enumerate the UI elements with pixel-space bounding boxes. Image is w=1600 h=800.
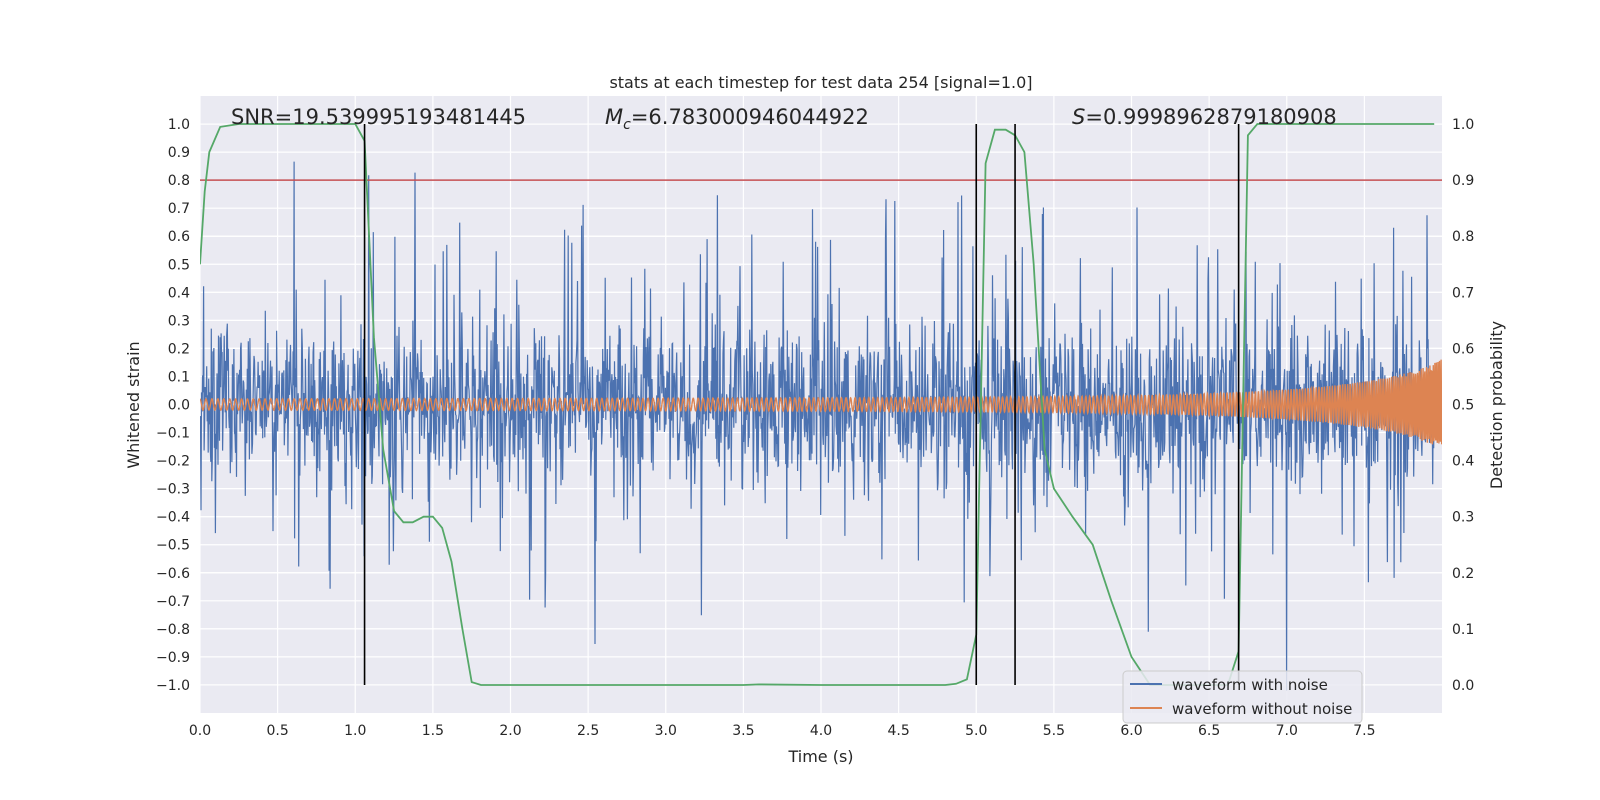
snr-annotation: SNR=19.539995193481445 xyxy=(231,105,526,129)
y-left-tick-label: 0.2 xyxy=(168,341,190,357)
x-tick-label: 6.5 xyxy=(1198,723,1220,739)
y-left-tick-label: −1.0 xyxy=(156,678,190,694)
y-left-tick-label: 0.5 xyxy=(168,257,190,273)
x-tick-label: 2.0 xyxy=(499,723,521,739)
s-value: =0.9998962879180908 xyxy=(1085,105,1336,129)
y-left-tick-label: −0.3 xyxy=(156,482,190,498)
x-tick-label: 6.0 xyxy=(1120,723,1142,739)
y-right-tick-label: 1.0 xyxy=(1452,117,1474,133)
y-right-tick-label: 0.4 xyxy=(1452,454,1474,470)
y-left-tick-label: −0.5 xyxy=(156,538,190,554)
series-waveform-with-noise xyxy=(200,161,1435,691)
y-left-tick-label: 0.3 xyxy=(168,313,190,329)
x-axis-label: Time (s) xyxy=(787,747,853,766)
y-right-tick-label: 0.2 xyxy=(1452,566,1474,582)
y-axis-label-right: Detection probability xyxy=(1487,321,1506,489)
y-left-tick-label: −0.8 xyxy=(156,622,190,638)
y-right-tick-label: 0.6 xyxy=(1452,341,1474,357)
x-tick-label: 0.5 xyxy=(266,723,288,739)
x-tick-label: 4.0 xyxy=(810,723,832,739)
x-tick-label: 1.5 xyxy=(422,723,444,739)
y-right-tick-label: 0.5 xyxy=(1452,398,1474,414)
s-annotation: S=0.9998962879180908 xyxy=(1072,105,1337,129)
y-left-tick-label: 0.8 xyxy=(168,173,190,189)
y-left-tick-label: 0.7 xyxy=(168,201,190,217)
y-axis-label-left: Whitened strain xyxy=(124,341,143,468)
y-right-tick-label: 0.1 xyxy=(1452,622,1474,638)
y-left-tick-label: 0.9 xyxy=(168,145,190,161)
x-tick-label: 0.0 xyxy=(189,723,211,739)
chart-title: stats at each timestep for test data 254… xyxy=(609,73,1032,92)
y-left-tick-label: −0.6 xyxy=(156,566,190,582)
y-left-tick-label: −0.7 xyxy=(156,594,190,610)
y-right-tick-label: 0.3 xyxy=(1452,510,1474,526)
y-left-tick-label: 0.6 xyxy=(168,229,190,245)
x-tick-label: 7.5 xyxy=(1353,723,1375,739)
chirp-mass-symbol: M xyxy=(605,105,623,129)
x-tick-label: 3.5 xyxy=(732,723,754,739)
x-tick-label: 1.0 xyxy=(344,723,366,739)
chirp-mass-subscript: c xyxy=(623,117,631,133)
series-waveform-without-noise xyxy=(200,359,1442,445)
y-left-tick-label: 0.4 xyxy=(168,285,190,301)
y-left-tick-label: −0.1 xyxy=(156,426,190,442)
y-right-tick-label: 0.9 xyxy=(1452,173,1474,189)
x-tick-label: 5.0 xyxy=(965,723,987,739)
axis-ticks: 0.0 0.5 1.0 1.5 2.0 2.5 3.0 3.5 4.0 4.5 5.0 5.5 6.0 6… xyxy=(156,117,1474,739)
chirp-mass-annotation: Mc=6.783000946044922 xyxy=(605,105,869,133)
y-left-tick-label: −0.2 xyxy=(156,454,190,470)
s-symbol: S xyxy=(1072,105,1085,129)
x-tick-label: 2.5 xyxy=(577,723,599,739)
y-left-tick-label: 1.0 xyxy=(168,117,190,133)
y-left-tick-label: −0.9 xyxy=(156,650,190,666)
x-tick-label: 4.5 xyxy=(887,723,909,739)
y-right-tick-label: 0.0 xyxy=(1452,678,1474,694)
x-tick-label: 5.5 xyxy=(1043,723,1065,739)
legend: waveform with noise waveform without noi… xyxy=(1122,670,1363,724)
y-left-tick-label: 0.1 xyxy=(168,369,190,385)
x-tick-label: 3.0 xyxy=(655,723,677,739)
legend-label-noise: waveform with noise xyxy=(1172,676,1328,694)
x-tick-label: 7.0 xyxy=(1276,723,1298,739)
legend-label-clean: waveform without noise xyxy=(1172,700,1352,718)
y-left-tick-label: −0.4 xyxy=(156,510,190,526)
y-left-tick-label: 0.0 xyxy=(168,398,190,414)
y-right-tick-label: 0.8 xyxy=(1452,229,1474,245)
legend-box xyxy=(1122,670,1363,724)
chirp-mass-value: =6.783000946044922 xyxy=(631,105,869,129)
y-right-tick-label: 0.7 xyxy=(1452,285,1474,301)
